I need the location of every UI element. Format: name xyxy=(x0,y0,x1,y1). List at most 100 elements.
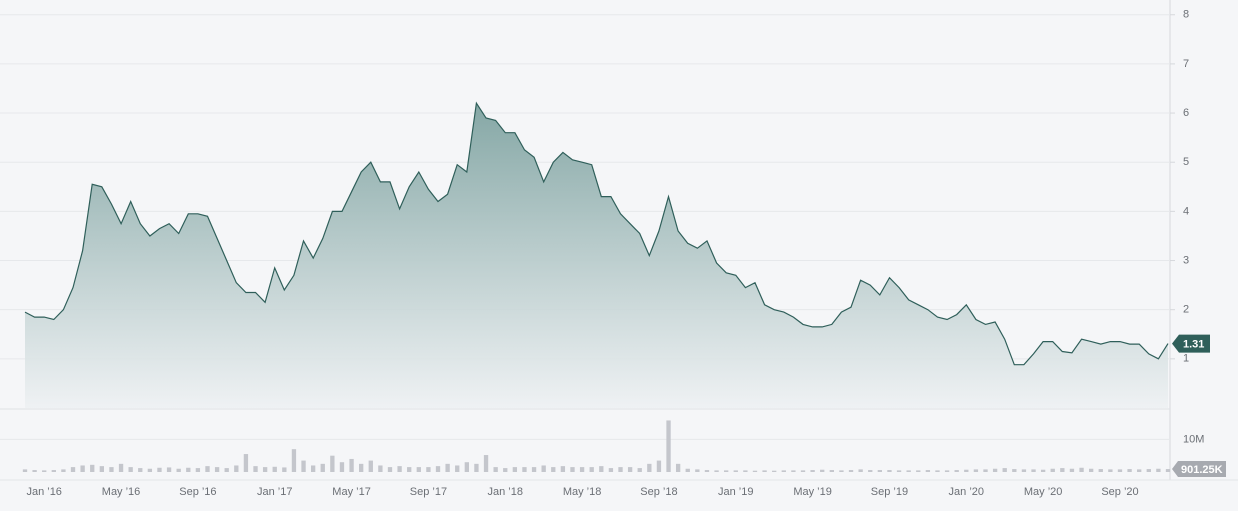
volume-bar xyxy=(714,470,719,472)
volume-bar xyxy=(647,463,652,472)
area xyxy=(25,103,1168,408)
x-tick-label: Sep ’19 xyxy=(871,486,908,498)
volume-bar xyxy=(935,470,940,472)
volume-bar xyxy=(570,467,575,472)
volume-bar xyxy=(214,467,220,472)
volume-bar xyxy=(407,467,412,472)
volume-bar xyxy=(80,465,85,472)
volume-bar xyxy=(1146,469,1151,472)
volume-bar xyxy=(858,469,863,472)
volume-bar xyxy=(685,468,690,472)
last-value-badge xyxy=(1172,334,1210,353)
volume-bar xyxy=(22,469,28,472)
y-tick-label: 8 xyxy=(1183,9,1189,21)
x-tick-label: Sep ’20 xyxy=(1101,486,1138,498)
volume-bar xyxy=(1137,469,1142,472)
volume-bar xyxy=(666,420,671,472)
volume-bar xyxy=(560,466,566,472)
y-tick-label: 2 xyxy=(1183,304,1189,316)
x-tick-label: Sep ’17 xyxy=(410,486,447,498)
volume-bar xyxy=(916,470,921,472)
y-tick-label: 6 xyxy=(1183,107,1189,119)
volume-bar xyxy=(925,470,931,472)
volume-bar xyxy=(138,468,143,472)
volume-bar xyxy=(1040,469,1046,472)
volume-bar xyxy=(1079,467,1084,472)
volume-bar xyxy=(1031,469,1036,472)
volume-bar xyxy=(320,463,325,472)
volume-bar xyxy=(253,466,258,472)
y-tick-label: 3 xyxy=(1183,254,1189,266)
volume-bar xyxy=(627,467,633,472)
x-tick-label: May ’19 xyxy=(793,486,832,498)
x-tick-label: Jan ’16 xyxy=(26,486,61,498)
volume-bar xyxy=(896,470,902,472)
x-tick-label: May ’18 xyxy=(563,486,602,498)
volume-bar xyxy=(1156,468,1161,472)
volume-bar xyxy=(877,470,883,472)
volume-bar xyxy=(733,470,738,472)
volume-bar xyxy=(791,470,796,472)
volume-bar xyxy=(157,467,162,472)
volume-bar xyxy=(1117,469,1123,472)
volume-bar xyxy=(349,458,354,472)
x-tick-label: Jan ’20 xyxy=(949,486,984,498)
volume-bar xyxy=(512,467,518,472)
volume-bar xyxy=(1050,468,1055,472)
volume-bar xyxy=(109,467,114,472)
volume-bar xyxy=(752,470,758,472)
volume-bar xyxy=(176,468,181,472)
volume-bar xyxy=(839,470,844,472)
volume-bar xyxy=(291,449,297,472)
volume-bar xyxy=(762,470,767,472)
volume-bar xyxy=(1060,468,1065,472)
volume-bar xyxy=(1108,469,1113,472)
volume-bar xyxy=(810,470,815,472)
volume-bar xyxy=(205,466,210,472)
volume-bar xyxy=(118,463,124,472)
volume-bar xyxy=(983,469,988,472)
volume-bar xyxy=(608,468,614,472)
volume-bar xyxy=(829,470,834,472)
volume-bar xyxy=(416,467,421,472)
volume-bar xyxy=(435,466,441,472)
volume-bar xyxy=(51,470,56,472)
volume-bar xyxy=(800,470,806,472)
y-tick-label: 1 xyxy=(1183,353,1189,365)
volume-bar xyxy=(397,466,402,472)
volume-bar xyxy=(61,469,66,472)
volume-bar xyxy=(743,470,748,472)
volume-bar xyxy=(378,465,383,472)
volume-bar xyxy=(820,469,825,472)
volume-bar xyxy=(656,460,662,472)
volume-bar xyxy=(772,470,777,472)
x-tick-label: May ’17 xyxy=(332,486,371,498)
volume-bar xyxy=(1127,469,1132,472)
volume-bar xyxy=(541,465,546,472)
volume-bar xyxy=(887,470,892,472)
volume-bar xyxy=(464,462,469,472)
volume-bar xyxy=(704,470,710,472)
volume-bar xyxy=(483,455,489,472)
volume-bar xyxy=(579,467,585,472)
x-tick-label: Sep ’18 xyxy=(640,486,677,498)
last-volume-label: 901.25K xyxy=(1181,464,1223,476)
volume-bar xyxy=(224,468,229,472)
volume-bar xyxy=(724,470,729,472)
volume-bar xyxy=(675,463,681,472)
volume-bar xyxy=(282,467,287,472)
volume-bar xyxy=(964,469,969,472)
volume-bar xyxy=(954,470,959,472)
volume-bar xyxy=(589,467,594,472)
x-tick-label: Jan ’18 xyxy=(488,486,523,498)
volume-bar xyxy=(1165,469,1171,472)
volume-bar xyxy=(32,470,37,472)
volume-bar xyxy=(618,467,623,472)
x-tick-label: May ’20 xyxy=(1024,486,1063,498)
volume-bar xyxy=(310,465,316,472)
volume-bar xyxy=(1088,468,1094,472)
volume-bar xyxy=(195,468,201,472)
volume-bar xyxy=(1098,469,1103,472)
volume-bar xyxy=(551,467,556,472)
